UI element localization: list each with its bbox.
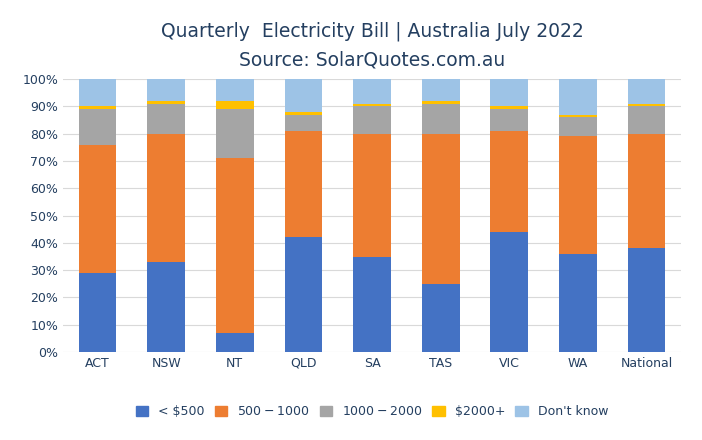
Bar	[284, 112, 322, 115]
Bar	[491, 232, 528, 352]
Bar	[284, 131, 322, 238]
Bar	[353, 106, 391, 134]
Bar	[491, 131, 528, 232]
Bar	[491, 79, 528, 106]
Bar	[491, 106, 528, 109]
Bar	[628, 104, 665, 106]
Bar	[79, 109, 117, 145]
Bar	[628, 134, 665, 248]
Bar	[216, 79, 253, 101]
Bar	[216, 158, 253, 333]
Bar	[147, 101, 185, 104]
Bar	[628, 79, 665, 104]
Bar	[353, 104, 391, 106]
Bar	[79, 145, 117, 273]
Bar	[147, 79, 185, 101]
Bar	[353, 79, 391, 104]
Bar	[422, 79, 460, 101]
Bar	[353, 134, 391, 257]
Bar	[147, 262, 185, 352]
Bar	[559, 136, 597, 254]
Bar	[422, 101, 460, 104]
Bar	[491, 109, 528, 131]
Bar	[284, 115, 322, 131]
Bar	[422, 134, 460, 284]
Bar	[216, 101, 253, 109]
Bar	[147, 104, 185, 134]
Bar	[422, 284, 460, 352]
Bar	[147, 134, 185, 262]
Bar	[216, 333, 253, 352]
Bar	[353, 257, 391, 352]
Bar	[422, 104, 460, 134]
Bar	[79, 79, 117, 106]
Bar	[559, 79, 597, 115]
Bar	[559, 117, 597, 136]
Bar	[284, 79, 322, 112]
Bar	[628, 106, 665, 134]
Bar	[559, 115, 597, 117]
Bar	[284, 238, 322, 352]
Bar	[79, 273, 117, 352]
Bar	[216, 109, 253, 158]
Bar	[628, 248, 665, 352]
Bar	[79, 106, 117, 109]
Title: Quarterly  Electricity Bill | Australia July 2022
Source: SolarQuotes.com.au: Quarterly Electricity Bill | Australia J…	[161, 22, 583, 70]
Legend: < $500, $500 - $1000, $1000- $2000, $2000+, Don't know: < $500, $500 - $1000, $1000- $2000, $200…	[132, 402, 612, 422]
Bar	[559, 254, 597, 352]
